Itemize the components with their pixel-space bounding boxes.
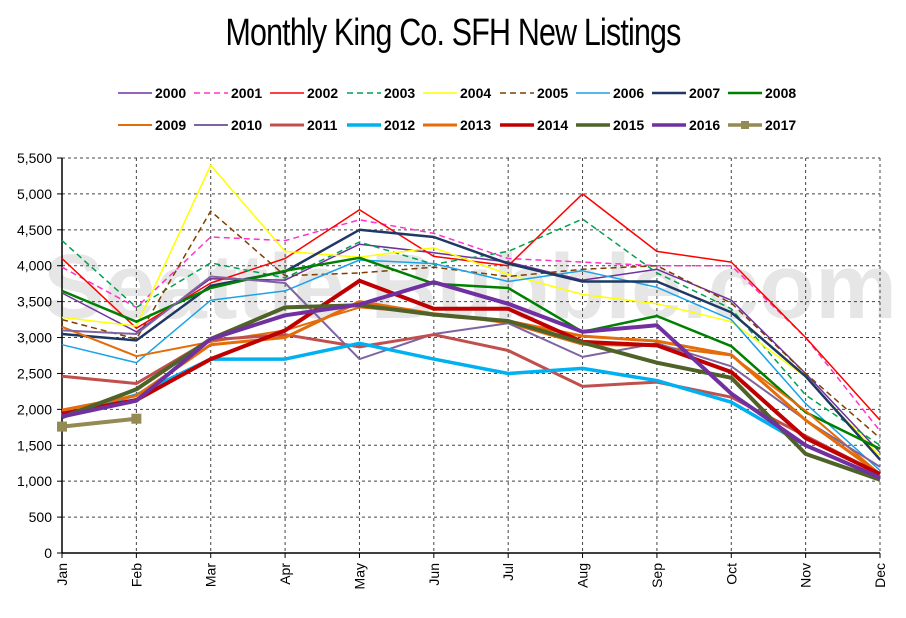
y-tick-label: 3,000 <box>17 330 52 346</box>
y-tick-label: 2,500 <box>17 365 52 381</box>
series-line-2004 <box>61 164 881 457</box>
series-line-2014 <box>61 278 881 476</box>
y-tick-label: 5,500 <box>17 150 52 166</box>
y-tick-label: 4,000 <box>17 258 52 274</box>
legend-label: 2012 <box>384 117 415 133</box>
legend-item-2010: 2010 <box>194 117 262 133</box>
legend-item-2011: 2011 <box>270 117 338 133</box>
legend-marker <box>741 121 749 129</box>
x-tick-label: Jul <box>500 563 516 581</box>
legend-label: 2004 <box>460 85 491 101</box>
y-tick-label: 500 <box>29 509 53 525</box>
y-tick-label: 3,500 <box>17 294 52 310</box>
series-line-2001 <box>61 219 881 432</box>
legend-label: 2016 <box>689 117 720 133</box>
y-tick-label: 1,000 <box>17 473 52 489</box>
data-point-2017 <box>131 413 142 424</box>
legend-label: 2013 <box>460 117 491 133</box>
legend-item-2009: 2009 <box>118 117 186 133</box>
series-line-2006 <box>61 259 881 471</box>
legend-item-2007: 2007 <box>652 85 720 101</box>
y-tick-label: 1,500 <box>17 437 52 453</box>
legend-item-2008: 2008 <box>728 85 796 101</box>
legend-label: 2003 <box>384 85 415 101</box>
legend-item-2014: 2014 <box>500 117 568 133</box>
legend-item-2016: 2016 <box>652 117 720 133</box>
x-tick-label: Nov <box>798 563 814 588</box>
series-line-2017 <box>61 416 137 429</box>
legend-label: 2002 <box>307 85 338 101</box>
x-axis-ticks: Jan Feb Mar Apr May Jun Jul Aug Sep Oct Nov Dec <box>54 553 888 589</box>
legend-label: 2000 <box>155 85 186 101</box>
data-point-2017 <box>57 421 67 432</box>
x-tick-label: Sep <box>649 563 665 588</box>
legend-label: 2010 <box>231 117 262 133</box>
legend-label: 2017 <box>765 117 796 133</box>
legend-item-2015: 2015 <box>576 117 644 133</box>
x-tick-label: Jun <box>426 563 442 586</box>
legend-item-2017: 2017 <box>728 117 796 133</box>
y-tick-label: 5,000 <box>17 186 52 202</box>
legend-label: 2011 <box>307 117 338 133</box>
y-tick-label: 0 <box>44 545 52 561</box>
series-line-2010 <box>61 275 881 468</box>
series-line-2005 <box>61 210 881 439</box>
y-tick-label: 2,000 <box>17 401 52 417</box>
legend-label: 2007 <box>689 85 720 101</box>
x-tick-label: Oct <box>723 563 739 585</box>
legend-label: 2005 <box>537 85 568 101</box>
series-line-2008 <box>61 256 881 451</box>
legend-item-2002: 2002 <box>270 85 338 101</box>
legend-item-2001: 2001 <box>194 85 262 101</box>
y-axis-ticks: 0 500 1,000 1,500 2,000 2,500 3,000 3,500 4,000 4… <box>17 150 62 561</box>
y-tick-label: 4,500 <box>17 222 52 238</box>
legend-item-2012: 2012 <box>347 117 415 133</box>
x-tick-label: Aug <box>575 563 591 588</box>
x-tick-label: Dec <box>872 563 888 588</box>
chart-title: Monthly King Co. SFH New Listings <box>225 12 681 54</box>
x-tick-label: Feb <box>128 563 144 587</box>
legend-item-2003: 2003 <box>347 85 415 101</box>
legend-label: 2014 <box>537 117 568 133</box>
series-lines <box>57 164 881 482</box>
grid-lines <box>61 157 881 554</box>
legend-label: 2008 <box>765 85 796 101</box>
legend: 2000 2001 2002 2003 2004 2005 2006 2007 2008 2009… <box>118 85 796 133</box>
x-tick-label: Jan <box>54 563 70 586</box>
legend-item-2004: 2004 <box>423 85 491 101</box>
x-tick-label: Apr <box>277 563 293 585</box>
x-tick-label: Mar <box>203 563 219 587</box>
legend-item-2013: 2013 <box>423 117 491 133</box>
legend-label: 2001 <box>231 85 262 101</box>
x-tick-label: May <box>351 563 367 589</box>
legend-item-2000: 2000 <box>118 85 186 101</box>
legend-label: 2015 <box>613 117 644 133</box>
legend-label: 2006 <box>613 85 644 101</box>
series-line-2016 <box>61 280 881 480</box>
legend-label: 2009 <box>155 117 186 133</box>
legend-item-2005: 2005 <box>500 85 568 101</box>
legend-item-2006: 2006 <box>576 85 644 101</box>
